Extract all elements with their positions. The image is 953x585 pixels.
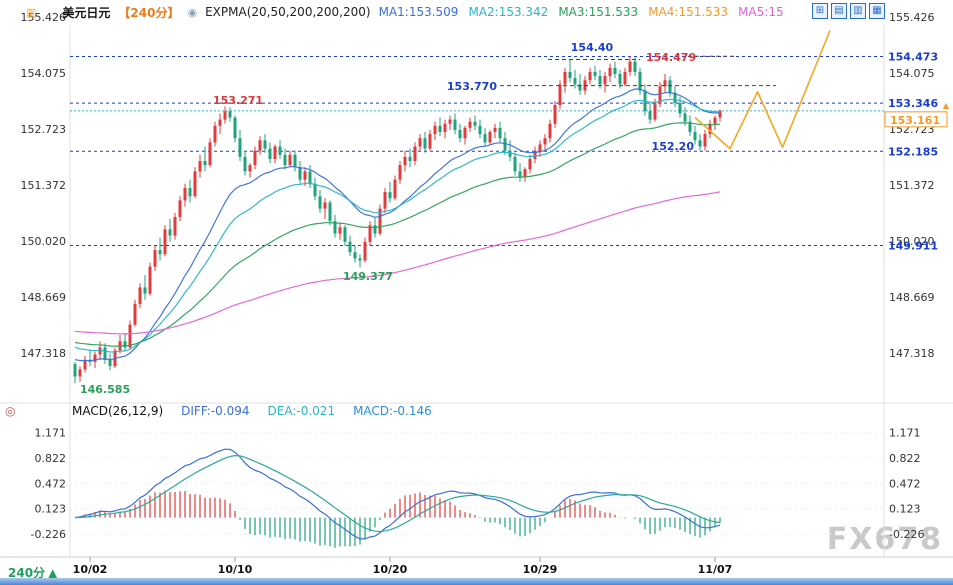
macd-marker-icon[interactable]: ◎	[5, 404, 16, 418]
svg-text:155.426: 155.426	[889, 11, 935, 24]
indicator-name: EXPMA(20,50,200,200,200)	[205, 5, 371, 19]
svg-text:10/10: 10/10	[218, 563, 253, 576]
ma-value-label: MA3:151.533	[558, 5, 639, 19]
macd-dea-value: DEA:-0.021	[267, 404, 336, 418]
period-selector-label: 240分	[8, 566, 46, 580]
svg-text:11/07: 11/07	[698, 563, 733, 576]
timeframe-label[interactable]: 【240分】	[118, 5, 180, 20]
svg-text:154.473: 154.473	[888, 50, 938, 63]
ma-value-label: MA2:153.342	[468, 5, 549, 19]
svg-text:151.372: 151.372	[889, 179, 935, 192]
svg-text:147.318: 147.318	[889, 347, 935, 360]
svg-text:0.472: 0.472	[889, 477, 921, 490]
svg-text:10/29: 10/29	[523, 563, 558, 576]
period-selector[interactable]: 240分 ▲	[8, 564, 60, 581]
svg-text:155.426: 155.426	[21, 11, 67, 24]
svg-text:153.770: 153.770	[447, 80, 497, 93]
chart-header: ▥ 美元日元 【240分】 ◉ EXPMA(20,50,200,200,200)…	[26, 2, 794, 22]
svg-text:146.585: 146.585	[80, 383, 130, 396]
svg-text:10/20: 10/20	[373, 563, 408, 576]
indicator-settings-icon[interactable]: ◉	[187, 5, 198, 19]
macd-indicator-title: MACD(26,12,9)	[72, 404, 164, 418]
svg-text:149.377: 149.377	[343, 270, 393, 283]
ma-value-label: MA1:153.509	[378, 5, 459, 19]
svg-text:-0.226: -0.226	[889, 528, 924, 541]
svg-text:0.822: 0.822	[35, 452, 67, 465]
svg-text:0.123: 0.123	[35, 503, 67, 516]
svg-text:148.669: 148.669	[21, 291, 67, 304]
svg-text:153.346: 153.346	[888, 97, 938, 110]
svg-text:0.123: 0.123	[889, 503, 921, 516]
svg-text:154.075: 154.075	[21, 67, 67, 80]
svg-text:152.20: 152.20	[652, 140, 695, 153]
indicator-panel-icon[interactable]: ▦	[869, 3, 885, 19]
svg-text:147.318: 147.318	[21, 347, 67, 360]
instrument-icon: ▥	[26, 5, 37, 19]
svg-text:148.669: 148.669	[889, 291, 935, 304]
svg-text:149.911: 149.911	[888, 239, 938, 252]
svg-text:1.171: 1.171	[35, 427, 67, 440]
svg-text:1.171: 1.171	[889, 427, 921, 440]
horizontal-scrollbar[interactable]	[0, 578, 953, 585]
svg-text:153.271: 153.271	[213, 94, 263, 107]
line-view-icon[interactable]: ▥	[850, 3, 866, 19]
svg-text:154.075: 154.075	[889, 67, 935, 80]
svg-text:-0.226: -0.226	[31, 528, 66, 541]
macd-diff-value: DIFF:-0.094	[181, 404, 250, 418]
macd-header: MACD(26,12,9) DIFF:-0.094 DEA:-0.021 MACD:-…	[72, 404, 432, 418]
ma-value-label: MA5:15	[738, 5, 784, 19]
svg-text:150.020: 150.020	[889, 235, 935, 248]
candlestick-view-icon[interactable]: ▤	[831, 3, 847, 19]
macd-macd-value: MACD:-0.146	[353, 404, 432, 418]
period-up-arrow-icon: ▲	[48, 566, 58, 580]
symbol-name: 美元日元	[62, 5, 111, 20]
svg-text:154.479: 154.479	[646, 51, 696, 64]
chart-toolbar: ⊞ ▤ ▥ ▦	[812, 3, 885, 19]
svg-text:150.020: 150.020	[21, 235, 67, 248]
split-pane-icon[interactable]: ⊞	[812, 3, 828, 19]
svg-text:▲: ▲	[943, 101, 950, 110]
ma-values: MA1:153.509 MA2:153.342 MA3:151.533 MA4:151…	[379, 5, 794, 19]
svg-text:154.40: 154.40	[571, 41, 614, 54]
svg-text:153.161: 153.161	[890, 114, 940, 127]
svg-text:152.185: 152.185	[888, 145, 938, 158]
svg-text:10/02: 10/02	[73, 563, 108, 576]
svg-text:0.472: 0.472	[35, 477, 67, 490]
ma-value-label: MA4:151.533	[648, 5, 729, 19]
svg-text:152.723: 152.723	[21, 123, 67, 136]
svg-text:151.372: 151.372	[21, 179, 67, 192]
svg-text:0.822: 0.822	[889, 452, 921, 465]
